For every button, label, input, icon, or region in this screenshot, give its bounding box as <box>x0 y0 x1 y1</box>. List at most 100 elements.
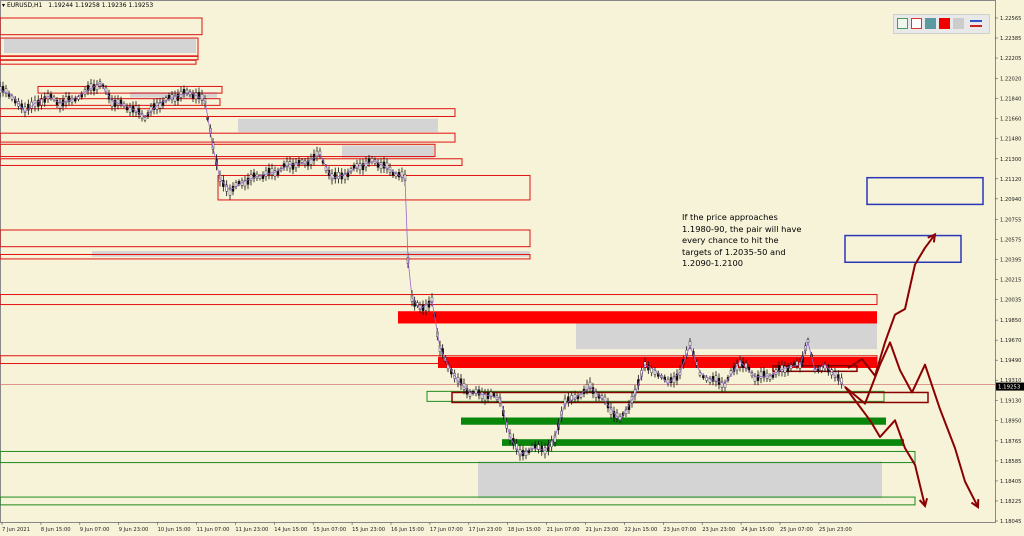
candle-body <box>537 444 540 450</box>
zone-red-outline <box>0 17 203 36</box>
candle-body <box>161 100 165 106</box>
candle-body <box>92 84 96 91</box>
candle-body <box>361 163 365 171</box>
candle-body <box>640 370 643 377</box>
x-tick-label: 24 Jun 15:00 <box>741 527 774 533</box>
candle-body <box>672 376 676 384</box>
outline-red-rect-icon[interactable] <box>911 18 922 29</box>
candle-body <box>89 83 93 91</box>
zone-red-outline <box>0 229 531 248</box>
candle-body <box>780 365 784 372</box>
forecast-arrowhead <box>918 497 929 509</box>
candle-body <box>300 159 304 163</box>
candle-body <box>400 171 404 178</box>
candle-body <box>570 395 573 401</box>
candle-body <box>137 108 141 115</box>
candle-body <box>167 95 171 99</box>
candle-body <box>498 397 502 404</box>
plot-frame <box>0 0 996 523</box>
dropdown-arrow-icon[interactable]: ▾ <box>2 2 6 9</box>
candle-body <box>4 88 8 94</box>
candle-body <box>294 162 298 169</box>
y-tick-label: 1.19130 <box>1000 398 1021 404</box>
grey-rect-icon[interactable] <box>953 18 964 29</box>
x-tick-label: 7 Jun 2021 <box>2 527 30 533</box>
forecast-path <box>844 341 979 508</box>
zone-red-outline <box>0 55 199 61</box>
y-tick-label: 1.20395 <box>1000 257 1021 263</box>
x-tick-label: 25 Jun 23:00 <box>819 527 852 533</box>
x-tick-label: 18 Jun 15:00 <box>508 527 541 533</box>
candle-body <box>798 362 802 369</box>
x-tick-label: 14 Jun 15:00 <box>274 527 307 533</box>
zone-grey <box>576 323 877 350</box>
x-tick-label: 10 Jun 15:00 <box>158 527 191 533</box>
blue-red-lines-icon[interactable] <box>970 18 982 29</box>
candle-body <box>480 392 484 399</box>
candle-body <box>55 100 59 105</box>
x-tick-label: 25 Jun 07:00 <box>780 527 813 533</box>
y-tick-label: 1.21120 <box>1000 177 1021 183</box>
zone-darkred-outline <box>451 391 929 404</box>
candle-body <box>585 383 589 391</box>
candle-body <box>143 117 147 121</box>
candle-body <box>200 94 204 101</box>
outline-green-rect-icon[interactable] <box>897 18 908 29</box>
y-tick-label: 1.21660 <box>1000 117 1021 123</box>
candle-body <box>113 100 117 107</box>
candle-body <box>315 150 319 157</box>
candle-body <box>530 445 534 450</box>
candle-body <box>67 95 71 102</box>
x-tick-label: 17 Jun 23:00 <box>469 527 502 533</box>
candle-body <box>382 161 386 169</box>
y-tick-label: 1.19850 <box>1000 318 1021 324</box>
y-tick-label: 1.20035 <box>1000 298 1021 304</box>
candle-body <box>110 99 114 107</box>
candle-body <box>702 375 705 379</box>
zone-grey <box>4 38 196 54</box>
teal-rect-icon[interactable] <box>925 18 936 29</box>
candle-body <box>840 377 843 385</box>
y-tick-label: 1.18045 <box>1000 519 1021 525</box>
candle-body <box>753 376 757 382</box>
zone-blue-outline <box>866 176 984 206</box>
x-tick-label: 15 Jun 07:00 <box>313 527 346 533</box>
x-tick-label: 9 Jun 23:00 <box>119 527 149 533</box>
candle-body <box>711 376 715 382</box>
candle-body <box>424 303 428 311</box>
candle-body <box>786 366 790 373</box>
candle-body <box>246 177 250 185</box>
candle-body <box>540 445 543 452</box>
candle-body <box>783 366 787 373</box>
y-tick-label: 1.22385 <box>1000 36 1021 42</box>
x-tick-label: 11 Jun 23:00 <box>235 527 268 533</box>
candle-body <box>759 371 763 379</box>
candle-body <box>367 158 371 164</box>
x-tick-label: 21 Jun 07:00 <box>547 527 580 533</box>
candle-body <box>477 389 481 396</box>
drawing-toolbar <box>893 14 990 34</box>
x-tick-label: 22 Jun 15:00 <box>624 527 657 533</box>
candle-body <box>720 381 724 388</box>
candle-body <box>140 113 144 119</box>
candle-body <box>682 359 685 365</box>
candle-body <box>128 106 132 113</box>
candle-body <box>61 99 65 107</box>
red-rect-icon[interactable] <box>939 18 950 29</box>
zone-red-outline <box>0 294 878 306</box>
candle-body <box>675 373 679 381</box>
current-price-label: 1.19253 <box>998 385 1020 391</box>
candle-body <box>647 364 650 371</box>
candle-body <box>291 162 295 170</box>
x-tick-label: 23 Jun 07:00 <box>663 527 696 533</box>
y-tick-label: 1.20215 <box>1000 278 1021 284</box>
candle-body <box>1 85 5 93</box>
candle-body <box>337 172 340 179</box>
zone-grey <box>130 92 217 98</box>
candle-body <box>95 84 99 91</box>
candle-body <box>550 440 553 448</box>
candle-body <box>176 94 180 101</box>
zone-green-fill <box>502 439 904 446</box>
